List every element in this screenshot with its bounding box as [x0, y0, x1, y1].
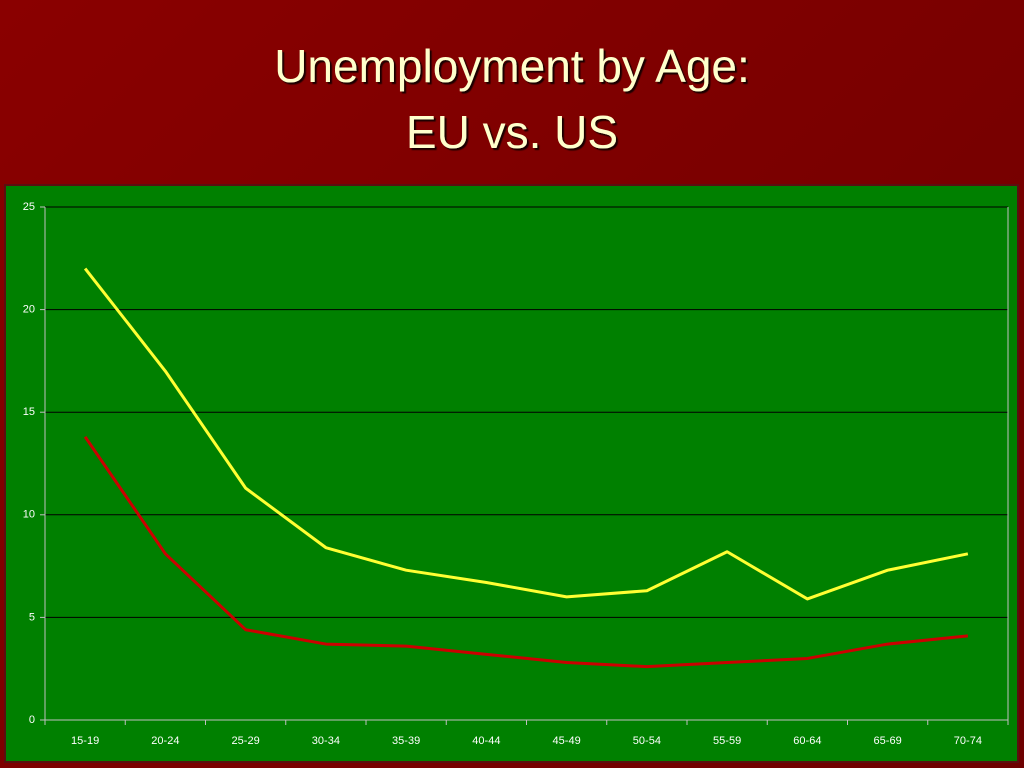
y-tick-label: 15 [23, 406, 35, 418]
x-tick-label: 40-44 [472, 735, 500, 747]
y-tick-label: 5 [29, 611, 35, 623]
x-tick-label: 55-59 [713, 735, 741, 747]
x-tick-label: 15-19 [71, 735, 99, 747]
title-line: EU vs. US [406, 106, 618, 158]
y-tick-label: 10 [23, 509, 35, 521]
x-tick-label: 65-69 [874, 735, 902, 747]
x-tick-label: 70-74 [954, 735, 982, 747]
y-tick-label: 0 [29, 714, 35, 726]
x-tick-label: 60-64 [793, 735, 821, 747]
x-tick-label: 30-34 [312, 735, 340, 747]
title-line: Unemployment by Age: [274, 40, 750, 92]
y-tick-label: 20 [23, 304, 35, 316]
y-tick-label: 25 [23, 201, 35, 213]
x-tick-label: 35-39 [392, 735, 420, 747]
x-tick-label: 45-49 [553, 735, 581, 747]
chart-panel [4, 184, 1019, 763]
data-line [83, 267, 969, 601]
x-tick-label: 50-54 [633, 735, 661, 747]
x-tick-label: 20-24 [151, 735, 179, 747]
x-tick-label: 25-29 [232, 735, 260, 747]
data-line [83, 435, 969, 669]
